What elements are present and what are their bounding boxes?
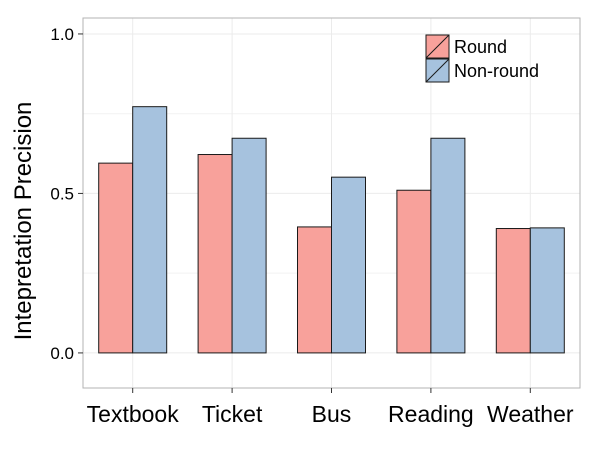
- bar-round-reading: [396, 189, 432, 354]
- x-tick-label: Weather: [487, 401, 574, 427]
- legend-label: Round: [454, 37, 507, 57]
- x-tick-label: Bus: [312, 401, 352, 427]
- bar-non-round-reading: [430, 137, 466, 354]
- legend: Round Non-round: [425, 34, 539, 83]
- bar-non-round-textbook: [132, 106, 168, 354]
- x-axis: Textbook Ticket Bus Reading Weather: [87, 388, 574, 427]
- bar-round-weather: [495, 228, 531, 354]
- y-tick-label: 1.0: [50, 25, 74, 44]
- x-tick-label: Reading: [388, 401, 474, 427]
- y-axis-label: Intepretation Precision: [10, 102, 37, 341]
- legend-label: Non-round: [454, 61, 539, 81]
- bar-non-round-ticket: [231, 137, 267, 354]
- bar-non-round-bus: [331, 176, 366, 354]
- bar-round-textbook: [98, 162, 134, 354]
- bars: [98, 106, 565, 354]
- bar-round-bus: [297, 226, 332, 354]
- bar-round-ticket: [197, 154, 233, 354]
- legend-key-round: [425, 34, 450, 59]
- x-tick-label: Textbook: [87, 401, 180, 427]
- bar-non-round-weather: [529, 227, 565, 354]
- x-tick-label: Ticket: [202, 401, 263, 427]
- y-axis: 0.0 0.5 1.0: [50, 25, 83, 363]
- y-tick-label: 0.5: [50, 184, 74, 203]
- y-tick-label: 0.0: [50, 344, 74, 363]
- legend-key-non-round: [425, 58, 450, 83]
